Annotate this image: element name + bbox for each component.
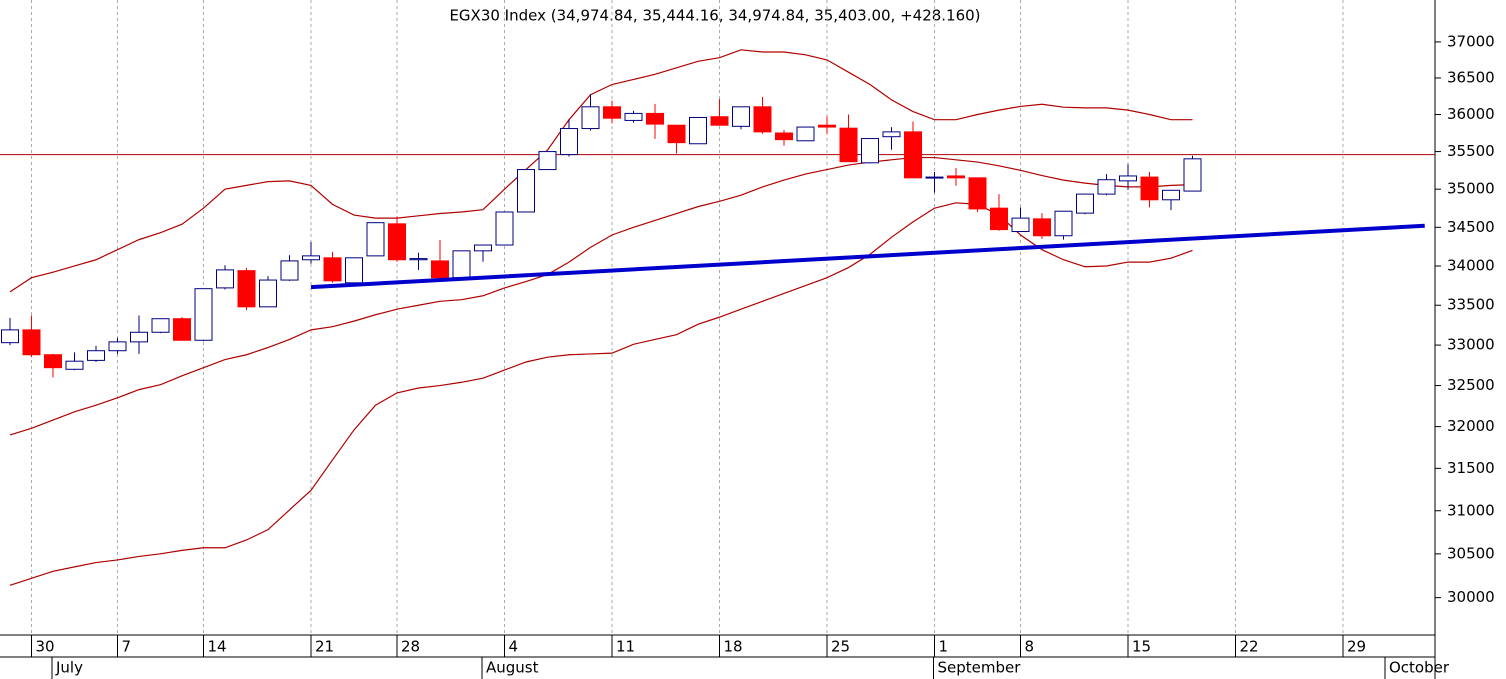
month-label: July <box>55 659 83 677</box>
candle-body <box>1183 158 1202 192</box>
candle-body <box>1011 217 1030 233</box>
x-tick-label: 1 <box>939 638 949 656</box>
month-label: September <box>938 659 1022 677</box>
candle-body <box>65 360 84 370</box>
candle-body <box>581 106 600 130</box>
candle-body <box>1119 175 1137 182</box>
candle-body <box>280 260 299 281</box>
candle-body <box>603 106 621 119</box>
candle-body <box>861 138 879 164</box>
candle-body <box>689 116 707 145</box>
candle-body <box>323 257 342 282</box>
x-tick-label: 18 <box>724 638 743 656</box>
y-tick-label: 35000 <box>1447 180 1495 198</box>
candle-body <box>452 250 471 279</box>
y-tick-label: 32000 <box>1447 417 1495 435</box>
y-tick-label: 34500 <box>1447 218 1495 236</box>
y-tick-label: 33500 <box>1447 296 1495 314</box>
x-tick-label: 14 <box>208 638 227 656</box>
month-label: October <box>1389 659 1450 677</box>
candle-body <box>925 176 944 179</box>
candle-body <box>1 329 19 344</box>
candle-body <box>1097 179 1116 195</box>
y-tick-label: 31500 <box>1447 459 1495 477</box>
candle-body <box>194 288 213 341</box>
candle-body <box>431 260 449 279</box>
candle-body <box>345 257 363 284</box>
candle-body <box>624 112 643 121</box>
candle-body <box>44 354 62 369</box>
x-tick-label: 7 <box>122 638 132 656</box>
candle-body <box>1054 210 1073 237</box>
candle-body <box>1162 189 1180 201</box>
x-tick-label: 11 <box>616 638 635 656</box>
candle-body <box>796 126 815 142</box>
x-tick-label: 29 <box>1347 638 1366 656</box>
y-tick-label: 36000 <box>1447 105 1495 123</box>
y-tick-label: 34000 <box>1447 256 1495 274</box>
candle-body <box>968 177 987 210</box>
candle-body <box>947 175 965 179</box>
candle-body <box>1076 193 1094 214</box>
candle-body <box>87 350 105 361</box>
candle-body <box>904 131 922 179</box>
y-tick-label: 33000 <box>1447 336 1495 354</box>
candle-body <box>151 318 170 333</box>
x-tick-label: 22 <box>1240 638 1259 656</box>
chart-title: EGX30 Index (34,974.84, 35,444.16, 34,97… <box>449 7 980 25</box>
candle-body <box>667 124 686 144</box>
y-tick-label: 36500 <box>1447 68 1495 86</box>
x-tick-label: 21 <box>315 638 334 656</box>
x-tick-label: 25 <box>831 638 850 656</box>
candle-body <box>237 270 256 308</box>
y-tick-label: 32500 <box>1447 376 1495 394</box>
candle-body <box>818 124 836 128</box>
trend-line <box>310 223 1425 290</box>
x-tick-label: 4 <box>509 638 519 656</box>
candle-body <box>409 258 428 261</box>
candle-body <box>732 106 750 127</box>
y-tick-label: 30000 <box>1447 588 1495 606</box>
candle-body <box>839 127 858 163</box>
candle-body <box>517 169 535 213</box>
candle-body <box>1140 176 1159 201</box>
candle-body <box>646 112 664 125</box>
month-label: August <box>486 659 539 677</box>
candle-body <box>366 222 385 257</box>
candle-body <box>130 331 148 343</box>
candle-body <box>1033 218 1051 237</box>
candle-body <box>775 132 793 141</box>
candle-body <box>474 244 492 252</box>
x-tick-label: 28 <box>401 638 420 656</box>
candle-body <box>388 223 406 261</box>
candle-body <box>990 207 1008 231</box>
candle-body <box>173 318 191 341</box>
y-tick-label: 37000 <box>1447 32 1495 50</box>
band-line <box>9 156 1193 436</box>
candle-body <box>108 341 127 352</box>
x-tick-label: 15 <box>1132 638 1151 656</box>
candle-body <box>710 116 729 126</box>
candle-body <box>302 255 320 261</box>
y-tick-label: 30500 <box>1447 544 1495 562</box>
candle-body <box>495 211 514 246</box>
y-tick-label: 31000 <box>1447 501 1495 519</box>
candle-body <box>538 151 557 171</box>
x-tick-label: 30 <box>36 638 55 656</box>
candle-body <box>216 269 234 289</box>
band-line <box>9 49 1193 293</box>
candle-body <box>259 279 277 308</box>
y-tick-label: 35500 <box>1447 142 1495 160</box>
x-tick-label: 8 <box>1025 638 1035 656</box>
candle-body <box>560 128 578 156</box>
candle-body <box>882 131 901 138</box>
candle-body <box>22 329 41 356</box>
candle-body <box>753 106 772 133</box>
